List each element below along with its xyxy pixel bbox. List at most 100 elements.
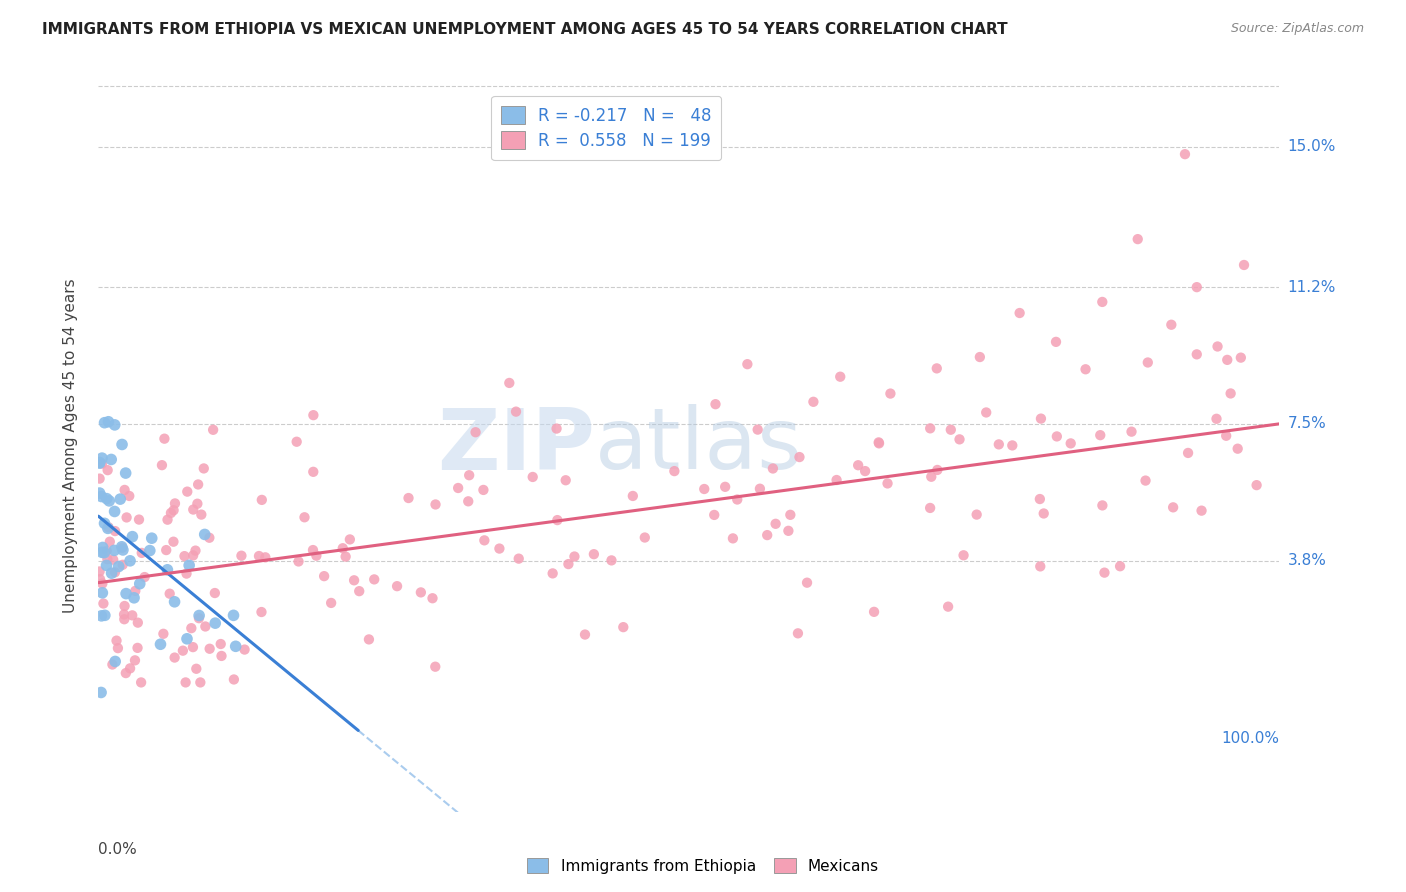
Point bbox=[222, 673, 245, 687]
Point bbox=[425, 659, 447, 673]
Point bbox=[508, 551, 530, 566]
Point bbox=[952, 549, 974, 563]
Point bbox=[112, 607, 135, 622]
Legend: R = -0.217   N =   48, R =  0.558   N = 199: R = -0.217 N = 48, R = 0.558 N = 199 bbox=[491, 96, 721, 160]
Point bbox=[103, 543, 125, 558]
Point bbox=[664, 464, 686, 478]
Point bbox=[447, 481, 470, 495]
Point bbox=[91, 451, 114, 466]
Point bbox=[163, 496, 186, 510]
Point bbox=[97, 463, 120, 477]
Point bbox=[721, 532, 744, 546]
Point bbox=[488, 541, 510, 556]
Point bbox=[162, 534, 184, 549]
Point bbox=[134, 570, 156, 584]
Point bbox=[1029, 491, 1052, 506]
Point bbox=[1230, 351, 1253, 365]
Point bbox=[703, 508, 725, 522]
Point bbox=[172, 643, 194, 657]
Point bbox=[98, 534, 121, 549]
Point bbox=[91, 457, 114, 471]
Point bbox=[425, 498, 447, 512]
Point bbox=[233, 642, 256, 657]
Point bbox=[765, 516, 787, 531]
Point bbox=[498, 376, 520, 390]
Point bbox=[181, 549, 204, 563]
Point bbox=[927, 463, 949, 477]
Point bbox=[114, 666, 136, 681]
Point bbox=[825, 473, 848, 487]
Point bbox=[385, 579, 408, 593]
Point bbox=[111, 437, 134, 451]
Point bbox=[796, 575, 818, 590]
Point bbox=[96, 558, 118, 573]
Point bbox=[124, 653, 146, 667]
Point bbox=[302, 408, 325, 422]
Point bbox=[714, 480, 737, 494]
Point bbox=[222, 608, 245, 623]
Text: 7.5%: 7.5% bbox=[1288, 417, 1326, 432]
Point bbox=[846, 458, 869, 473]
Point bbox=[115, 510, 138, 524]
Point bbox=[1161, 500, 1184, 515]
Point bbox=[127, 615, 149, 630]
Point bbox=[180, 621, 202, 635]
Point bbox=[156, 513, 179, 527]
Point bbox=[634, 531, 657, 545]
Point bbox=[204, 586, 226, 600]
Point bbox=[725, 492, 748, 507]
Point bbox=[621, 489, 644, 503]
Point bbox=[90, 490, 112, 504]
Point bbox=[748, 482, 770, 496]
Point bbox=[1174, 147, 1197, 161]
Point bbox=[111, 543, 134, 558]
Point bbox=[1032, 507, 1054, 521]
Point bbox=[188, 675, 211, 690]
Point bbox=[122, 591, 145, 605]
Point bbox=[156, 563, 179, 577]
Point bbox=[141, 531, 163, 545]
Point bbox=[920, 500, 942, 515]
Point bbox=[104, 524, 127, 538]
Point bbox=[204, 616, 226, 631]
Point bbox=[118, 489, 141, 503]
Point bbox=[187, 611, 209, 625]
Point bbox=[186, 497, 208, 511]
Text: atlas: atlas bbox=[595, 404, 803, 488]
Point bbox=[554, 473, 576, 487]
Point bbox=[1136, 355, 1159, 369]
Point bbox=[120, 661, 142, 675]
Point bbox=[1046, 429, 1069, 443]
Point bbox=[1029, 559, 1052, 574]
Point bbox=[863, 605, 886, 619]
Point bbox=[925, 361, 948, 376]
Point bbox=[93, 416, 115, 430]
Point bbox=[202, 423, 225, 437]
Point bbox=[363, 573, 385, 587]
Point bbox=[93, 516, 115, 531]
Point bbox=[184, 543, 207, 558]
Point bbox=[111, 540, 134, 554]
Point bbox=[188, 608, 211, 623]
Y-axis label: Unemployment Among Ages 45 to 54 years: Unemployment Among Ages 45 to 54 years bbox=[63, 278, 77, 614]
Point bbox=[541, 566, 564, 581]
Point bbox=[546, 513, 568, 527]
Point bbox=[131, 546, 153, 560]
Point bbox=[114, 466, 136, 480]
Point bbox=[582, 547, 605, 561]
Point bbox=[159, 587, 181, 601]
Point bbox=[612, 620, 634, 634]
Point bbox=[152, 627, 174, 641]
Point bbox=[1029, 411, 1052, 425]
Point bbox=[247, 549, 270, 563]
Point bbox=[193, 461, 215, 475]
Point bbox=[756, 528, 779, 542]
Point bbox=[254, 550, 277, 565]
Point bbox=[398, 491, 420, 505]
Point bbox=[969, 350, 991, 364]
Point bbox=[91, 576, 114, 591]
Point bbox=[121, 530, 143, 544]
Point bbox=[111, 558, 134, 572]
Point bbox=[557, 557, 579, 571]
Point bbox=[803, 394, 825, 409]
